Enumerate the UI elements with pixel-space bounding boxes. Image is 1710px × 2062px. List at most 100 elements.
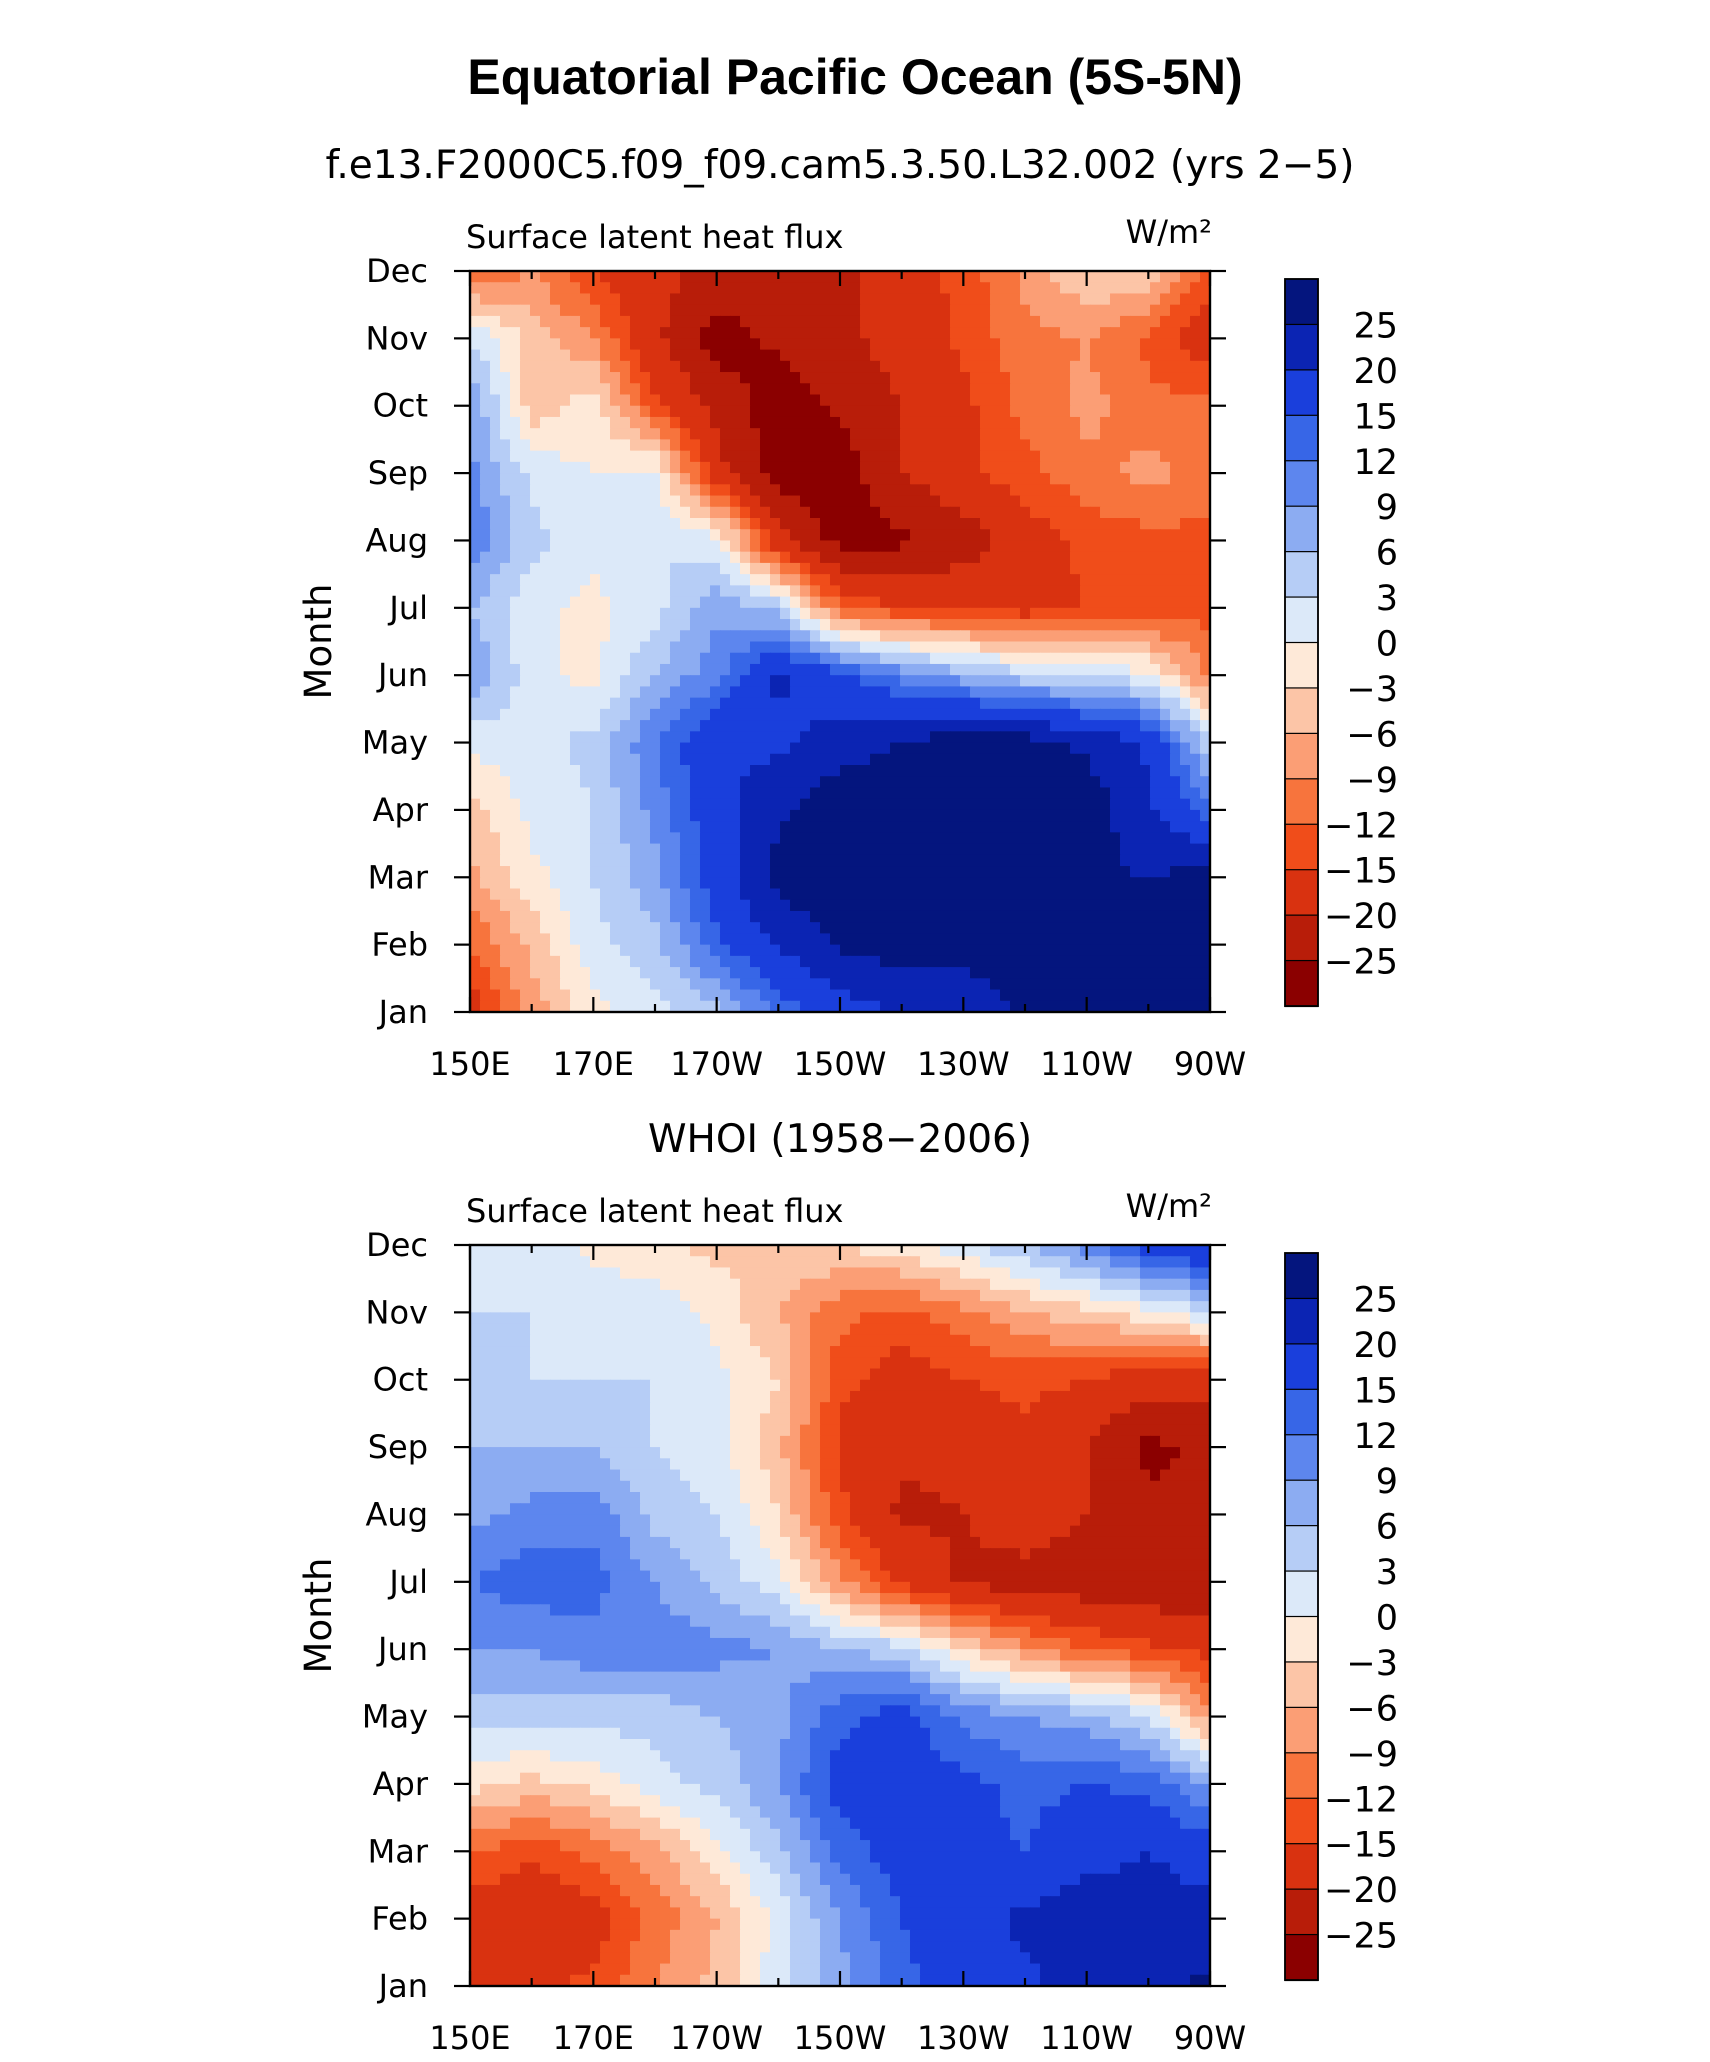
heatmap-cell (630, 720, 641, 732)
heatmap-cell (570, 450, 581, 463)
heatmap-cell (810, 506, 821, 519)
heatmap-cell (630, 877, 641, 890)
heatmap-cell (850, 922, 861, 935)
heatmap-cell (940, 473, 951, 485)
heatmap-cell (780, 562, 791, 575)
heatmap-cell (570, 652, 581, 665)
heatmap-cell (840, 652, 851, 665)
heatmap-cell (1060, 720, 1071, 732)
heatmap-cell (1010, 315, 1021, 328)
heatmap-cell (490, 360, 501, 373)
heatmap-cell (720, 529, 731, 542)
heatmap-cell (1110, 854, 1121, 867)
heatmap-cell (1020, 854, 1031, 867)
heatmap-cell (550, 450, 561, 463)
heatmap-cell (1040, 877, 1051, 890)
heatmap-cell (780, 955, 791, 968)
heatmap-cell (970, 720, 981, 732)
heatmap-cell (940, 607, 951, 620)
heatmap-cell (1040, 899, 1051, 912)
heatmap-cell (1070, 686, 1081, 699)
heatmap-cell (1200, 978, 1211, 991)
heatmap-cell (470, 562, 481, 575)
heatmap-cell (920, 854, 931, 867)
heatmap-cell (930, 349, 941, 362)
heatmap-cell (1170, 394, 1181, 407)
heatmap-cell (530, 787, 541, 800)
heatmap-cell (980, 338, 991, 351)
heatmap-cell (720, 675, 731, 688)
heatmap-cell (660, 372, 671, 384)
heatmap-cell (1060, 428, 1071, 441)
heatmap-cell (640, 742, 651, 755)
heatmap-cell (1070, 518, 1081, 530)
heatmap-cell (520, 877, 531, 890)
heatmap-cell (1030, 922, 1041, 935)
heatmap-cell (1070, 967, 1081, 979)
heatmap-cell (690, 607, 701, 620)
heatmap-cell (750, 540, 761, 553)
heatmap-cell (680, 585, 691, 598)
heatmap-cell (610, 1000, 621, 1013)
heatmap-cell (1060, 630, 1071, 643)
heatmap-cell (730, 630, 741, 643)
heatmap-cell (650, 405, 661, 418)
heatmap-cell (480, 787, 491, 800)
heatmap-cell (530, 327, 541, 339)
heatmap-cell (820, 731, 831, 744)
heatmap-cell (920, 349, 931, 362)
heatmap-cell (1100, 933, 1111, 946)
heatmap-cell (980, 304, 991, 317)
heatmap-cell (920, 372, 931, 384)
heatmap-cell (740, 428, 751, 441)
heatmap-cell (1170, 652, 1181, 665)
heatmap-cell (480, 809, 491, 822)
heatmap-cell (1190, 473, 1201, 485)
heatmap-cell (810, 540, 821, 553)
heatmap-cell (900, 686, 911, 699)
heatmap-cell (1180, 787, 1191, 800)
heatmap-cell (750, 349, 761, 362)
heatmap-cell (610, 271, 621, 283)
heatmap-cell (580, 944, 591, 957)
heatmap-cell (1070, 304, 1081, 317)
heatmap-cell (550, 798, 561, 811)
heatmap-cell (860, 562, 871, 575)
heatmap-cell (930, 753, 941, 766)
heatmap-cell (750, 394, 761, 407)
heatmap-cell (740, 585, 751, 598)
heatmap-cell (580, 821, 591, 833)
heatmap-cell (600, 742, 611, 755)
heatmap-cell (630, 944, 641, 957)
heatmap-cell (890, 663, 901, 676)
heatmap-cell (490, 742, 501, 755)
heatmap-cell (1180, 439, 1191, 452)
heatmap-cell (620, 585, 631, 598)
heatmap-cell (1030, 585, 1041, 598)
heatmap-cell (1180, 944, 1191, 957)
heatmap-cell (820, 585, 831, 598)
heatmap-cell (590, 955, 601, 968)
heatmap-cell (1090, 641, 1101, 654)
heatmap-cell (990, 630, 1001, 643)
heatmap-cell (850, 967, 861, 979)
heatmap-cell (900, 1000, 911, 1013)
heatmap-cell (540, 955, 551, 968)
heatmap-cell (800, 338, 811, 351)
heatmap-cell (990, 338, 1001, 351)
heatmap-cell (1180, 663, 1191, 676)
heatmap-cell (1070, 360, 1081, 373)
heatmap-cell (560, 753, 571, 766)
heatmap-cell (1160, 596, 1171, 609)
heatmap-cell (1000, 607, 1011, 620)
heatmap-cell (850, 1000, 861, 1013)
heatmap-cell (650, 821, 661, 833)
colorbar-box (1284, 323, 1319, 371)
heatmap-cell (1070, 776, 1081, 789)
heatmap-cell (510, 495, 521, 508)
heatmap-cell (1000, 293, 1011, 306)
heatmap-cell (700, 776, 711, 789)
heatmap-cell (920, 753, 931, 766)
heatmap-cell (1110, 832, 1121, 845)
heatmap-cell (1150, 809, 1161, 822)
